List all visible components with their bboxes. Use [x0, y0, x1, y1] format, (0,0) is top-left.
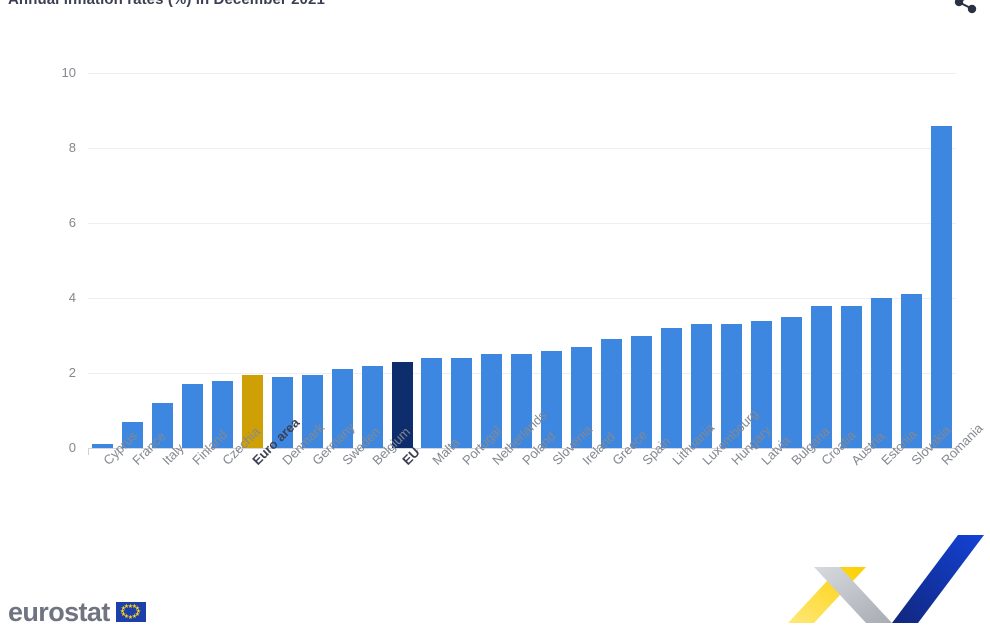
gridline [88, 298, 956, 299]
bar-czechia[interactable] [211, 380, 233, 448]
bar-denmark[interactable] [271, 376, 293, 448]
x-axis-tickmark [776, 448, 778, 455]
bar-italy[interactable] [151, 403, 173, 448]
eu-flag-star-icon: ★ [119, 609, 126, 615]
y-axis-tick-label: 10 [61, 65, 76, 80]
x-axis-tickmark [836, 448, 838, 455]
bar-hungary[interactable] [720, 324, 742, 448]
bar-slovakia[interactable] [900, 294, 922, 448]
bar-belgium[interactable] [361, 365, 383, 448]
x-axis-tickmark [297, 448, 299, 455]
bars [92, 125, 952, 448]
bar-chart: 0 2 4 6 8 10 Cyprus France Italy Finland Czechia E… [61, 65, 986, 468]
eu-flag-star-icon: ★ [127, 603, 134, 610]
eu-flag-star-icon: ★ [123, 604, 130, 611]
bar-romania[interactable] [930, 125, 952, 448]
y-axis-tick-label: 2 [68, 365, 76, 380]
bar-portugal[interactable] [451, 358, 473, 448]
eu-flag-star-icon: ★ [131, 604, 138, 611]
x-axis-tickmark [237, 448, 239, 455]
x-axis-tickmark [507, 448, 509, 455]
x-axis-tickmark [567, 448, 569, 455]
bar-germany[interactable] [301, 374, 323, 448]
bar-austria[interactable] [840, 305, 862, 448]
bar-estonia[interactable] [870, 298, 892, 448]
x-axis-tickmark [926, 448, 928, 455]
bar-netherlands[interactable] [481, 354, 503, 448]
x-axis-tickmark [417, 448, 419, 455]
chart-header: Annual inflation rates (%) in December 2… [0, 0, 990, 14]
bar-croatia[interactable] [810, 305, 832, 448]
x-axis-tickmark [806, 448, 808, 455]
bar-bulgaria[interactable] [780, 316, 802, 448]
x-axis-tickmark [267, 448, 269, 455]
bar-ireland[interactable] [571, 346, 593, 448]
bar-luxembourg[interactable] [691, 324, 712, 448]
x-axis-tickmark [117, 448, 119, 455]
x-axis-tickmark [387, 448, 389, 455]
x-axis-tickmark [207, 448, 209, 455]
eu-flag-star-icon: ★ [120, 606, 127, 613]
bar-slovenia[interactable] [541, 350, 563, 448]
eu-flag-icon: ★ ★ ★ ★ ★ ★ ★ ★ ★ ★ ★ ★ [115, 602, 146, 622]
bar-lithuania[interactable] [661, 328, 683, 448]
eurostat-wordmark: eurostat [8, 597, 110, 627]
eu-flag-star-icon: ★ [134, 606, 141, 613]
x-axis-tickmark [357, 448, 359, 455]
x-axis-tickmark [716, 448, 718, 455]
y-axis-tick-label: 6 [68, 215, 76, 230]
x-axis-tickmark [477, 448, 479, 455]
eu-flag-star-icon: ★ [135, 609, 142, 615]
bar-latvia[interactable] [750, 320, 772, 448]
bar-greece[interactable] [601, 339, 623, 448]
chart-footer: eurostat ★ ★ ★ ★ ★ ★ ★ ★ ★ ★ ★ ★ [0, 527, 990, 626]
x-axis-tickmark [657, 448, 659, 455]
gridline [88, 223, 956, 224]
x-axis-tickmark [147, 448, 149, 455]
page-title: Annual inflation rates (%) in December 2… [8, 0, 325, 8]
eu-flag-star-icon: ★ [127, 614, 134, 621]
bar-euro-area[interactable] [241, 374, 263, 448]
x-axis-tickmark [88, 448, 89, 455]
bar-malta[interactable] [421, 358, 443, 448]
x-axis-tickmark [327, 448, 329, 455]
x-axis-tickmark [627, 448, 629, 455]
x-axis-tickmark [687, 448, 688, 455]
x-axis-tickmark [447, 448, 449, 455]
gridline [88, 73, 956, 74]
x-axis-tickmark [866, 448, 868, 455]
y-axis-tick-label: 4 [68, 290, 76, 305]
x-axis-tickmark [956, 448, 958, 455]
gridline [88, 148, 956, 149]
bar-finland[interactable] [181, 384, 203, 448]
x-axis-tickmark [597, 448, 599, 455]
eurostat-logo: eurostat ★ ★ ★ ★ ★ ★ ★ ★ ★ ★ ★ ★ [8, 597, 146, 627]
x-axis-tickmark [746, 448, 748, 455]
x-axis-tickmark [177, 448, 179, 455]
axis-baseline [88, 448, 956, 449]
bar-cyprus[interactable] [92, 444, 113, 448]
x-axis-tickmark [896, 448, 898, 455]
y-axis-tick-label: 8 [68, 140, 76, 155]
y-axis-tick-label: 0 [68, 440, 76, 455]
zigzag-brand-icon [788, 531, 988, 623]
bar-poland[interactable] [511, 354, 533, 448]
eu-flag-star-icon: ★ [123, 613, 130, 620]
eu-flag-star-icon: ★ [131, 613, 138, 620]
x-axis-tickmark [537, 448, 539, 455]
share-icon[interactable] [948, 0, 982, 14]
bar-france[interactable] [121, 421, 143, 448]
bar-eu[interactable] [391, 361, 413, 448]
bar-spain[interactable] [631, 335, 653, 448]
bar-sweden[interactable] [331, 369, 353, 448]
eu-flag-star-icon: ★ [134, 611, 141, 618]
eu-flag-star-icon: ★ [120, 611, 127, 618]
